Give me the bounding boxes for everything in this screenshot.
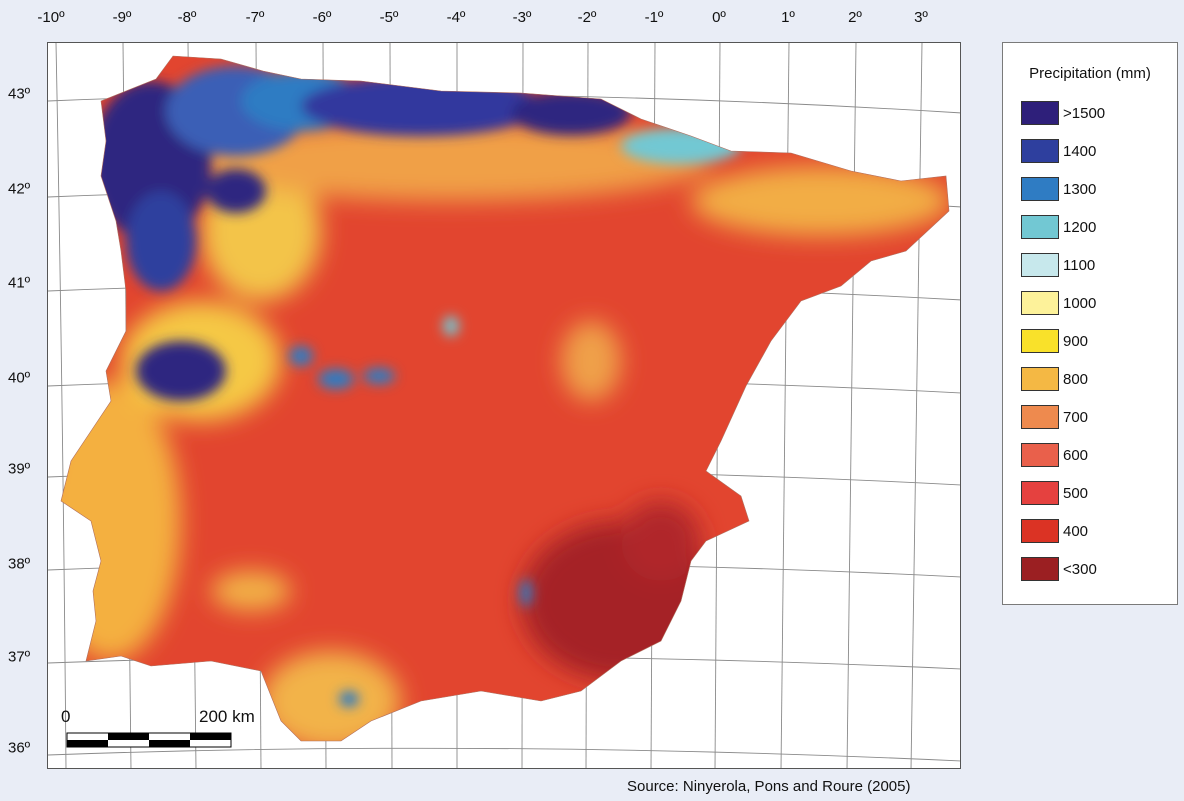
legend-label: 1000 bbox=[1063, 295, 1097, 312]
legend-swatch bbox=[1021, 139, 1059, 163]
latitude-label: 36º bbox=[8, 739, 31, 757]
legend-swatch bbox=[1021, 215, 1059, 239]
latitude-label: 42º bbox=[8, 180, 31, 198]
longitude-label: -10º bbox=[37, 9, 65, 26]
legend-item: 800 bbox=[1021, 367, 1171, 393]
legend-swatch bbox=[1021, 101, 1059, 125]
legend-label: 1300 bbox=[1063, 181, 1097, 198]
legend-label: 900 bbox=[1063, 333, 1089, 350]
legend-item: >1500 bbox=[1021, 101, 1171, 127]
longitude-label: -5º bbox=[379, 9, 399, 26]
legend-item: 1100 bbox=[1021, 253, 1171, 279]
longitude-label: 3º bbox=[914, 9, 928, 26]
legend-item: 1000 bbox=[1021, 291, 1171, 317]
legend-swatch bbox=[1021, 481, 1059, 505]
latitude-label: 43º bbox=[8, 85, 31, 103]
precipitation-map: 0 200 km bbox=[47, 42, 961, 769]
latitude-label: 39º bbox=[8, 460, 31, 478]
longitude-label: 0º bbox=[712, 9, 726, 26]
longitude-label: -9º bbox=[112, 9, 132, 26]
longitude-label: -1º bbox=[644, 9, 664, 26]
map-canvas bbox=[48, 43, 960, 768]
legend-swatch bbox=[1021, 557, 1059, 581]
legend-swatch bbox=[1021, 405, 1059, 429]
longitude-label: -3º bbox=[512, 9, 532, 26]
longitude-label: 2º bbox=[848, 9, 862, 26]
legend-label: <300 bbox=[1063, 561, 1097, 578]
legend-item: 1200 bbox=[1021, 215, 1171, 241]
legend-swatch bbox=[1021, 329, 1059, 353]
longitude-label: -4º bbox=[446, 9, 466, 26]
scale-bar bbox=[66, 732, 232, 748]
legend-label: >1500 bbox=[1063, 105, 1106, 122]
longitude-label: -6º bbox=[312, 9, 332, 26]
legend-label: 700 bbox=[1063, 409, 1089, 426]
legend-swatch bbox=[1021, 291, 1059, 315]
longitude-label: -7º bbox=[245, 9, 265, 26]
legend-swatch bbox=[1021, 177, 1059, 201]
legend-item: 400 bbox=[1021, 519, 1171, 545]
legend-label: 500 bbox=[1063, 485, 1089, 502]
latitude-label: 38º bbox=[8, 555, 31, 573]
longitude-label: -2º bbox=[577, 9, 597, 26]
legend-item: 900 bbox=[1021, 329, 1171, 355]
legend-item: 1300 bbox=[1021, 177, 1171, 203]
source-credit: Source: Ninyerola, Pons and Roure (2005) bbox=[627, 778, 911, 795]
legend-item: <300 bbox=[1021, 557, 1171, 583]
legend-label: 1100 bbox=[1063, 257, 1096, 274]
latitude-label: 41º bbox=[8, 274, 31, 292]
legend-item: 600 bbox=[1021, 443, 1171, 469]
legend-swatch bbox=[1021, 519, 1059, 543]
legend-swatch bbox=[1021, 253, 1059, 277]
legend-label: 1200 bbox=[1063, 219, 1097, 236]
legend-item: 700 bbox=[1021, 405, 1171, 431]
longitude-label: -8º bbox=[177, 9, 197, 26]
legend-label: 600 bbox=[1063, 447, 1089, 464]
latitude-label: 40º bbox=[8, 369, 31, 387]
legend-item: 1400 bbox=[1021, 139, 1171, 165]
scale-bar-end-label: 200 km bbox=[199, 707, 255, 726]
legend-item: 500 bbox=[1021, 481, 1171, 507]
legend-label: 400 bbox=[1063, 523, 1089, 540]
latitude-label: 37º bbox=[8, 648, 31, 666]
longitude-label: 1º bbox=[781, 9, 795, 26]
legend-label: 800 bbox=[1063, 371, 1089, 388]
legend-swatch bbox=[1021, 367, 1059, 391]
precipitation-surface bbox=[61, 56, 949, 741]
legend-label: 1400 bbox=[1063, 143, 1097, 160]
legend-swatch bbox=[1021, 443, 1059, 467]
legend: Precipitation (mm) >1500 1400 1300 1200 1100… bbox=[1002, 42, 1178, 605]
scale-bar-start-label: 0 bbox=[61, 707, 71, 726]
legend-title: Precipitation (mm) bbox=[1029, 65, 1151, 82]
